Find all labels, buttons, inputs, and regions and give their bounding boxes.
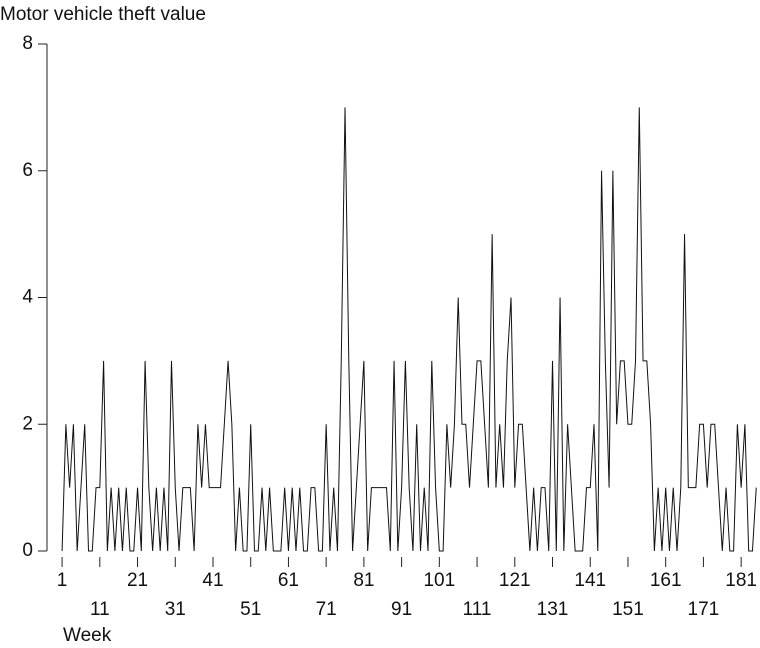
y-tick-label: 6: [22, 160, 33, 181]
x-tick-label: 151: [612, 599, 644, 620]
x-tick-label: 141: [574, 570, 606, 591]
y-tick-label: 0: [22, 540, 33, 561]
x-tick-label: 61: [278, 570, 299, 591]
x-tick-label: 31: [165, 599, 186, 620]
x-tick-label: 161: [650, 570, 682, 591]
y-tick-label: 4: [22, 287, 33, 308]
x-tick-label: 41: [202, 570, 223, 591]
x-tick-label: 71: [316, 599, 337, 620]
x-tick-label: 111: [463, 599, 492, 620]
x-tick-label: 81: [353, 570, 374, 591]
x-tick-label: 21: [127, 570, 148, 591]
x-tick-label: 171: [688, 599, 720, 620]
x-tick-label: 11: [90, 599, 110, 620]
x-tick-label: 131: [537, 599, 569, 620]
data-line: [61, 107, 757, 552]
x-axis-label: Week: [63, 625, 112, 646]
x-tick-label: 121: [499, 570, 531, 591]
y-tick-label: 2: [22, 413, 33, 434]
x-tick-label: 51: [240, 599, 261, 620]
x-tick-label: 91: [391, 599, 412, 620]
chart-title: Motor vehicle theft value: [0, 4, 206, 25]
x-tick-label: 181: [725, 570, 757, 591]
y-tick-label: 8: [22, 33, 33, 54]
x-tick-label: 1: [57, 570, 68, 591]
x-tick-label: 101: [423, 570, 455, 591]
